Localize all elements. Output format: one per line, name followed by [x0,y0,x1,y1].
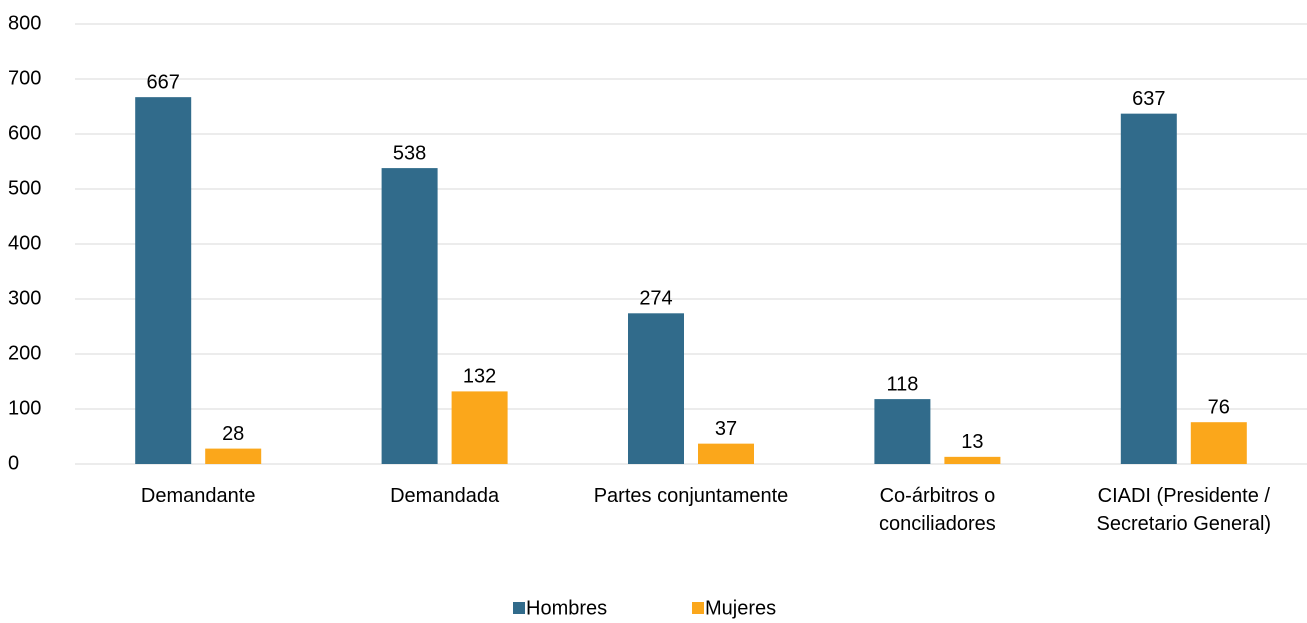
y-tick-label: 500 [8,177,41,199]
x-tick-label: Co-árbitros o conciliadores [879,485,996,535]
data-label: 637 [1132,88,1165,110]
bar [451,391,508,464]
data-label: 118 [886,373,918,395]
y-tick-label: 700 [8,67,41,89]
data-label: 538 [393,142,426,164]
data-label: 28 [222,423,244,445]
x-tick-label: Demandada [390,485,500,507]
x-tick-label: Demandante [141,485,256,507]
legend-swatch [513,602,525,614]
data-label: 37 [715,418,737,440]
data-label: 274 [639,288,672,310]
data-label: 667 [147,71,180,93]
legend-label: Hombres [526,597,607,619]
data-label: 13 [961,431,983,453]
bar [698,443,754,464]
y-tick-label: 300 [8,287,41,309]
y-tick-label: 400 [8,232,41,254]
data-label: 76 [1208,396,1230,418]
bar [874,399,931,464]
x-tick-label: CIADI (Presidente / Secretario General) [1097,485,1272,535]
legend-swatch [692,602,704,614]
x-tick-label: Partes conjuntamente [594,485,789,507]
bar [381,168,438,464]
bar [1190,422,1247,464]
bar [1120,113,1177,465]
legend-label: Mujeres [705,597,776,619]
bar [628,313,684,464]
y-tick-label: 800 [8,12,41,34]
y-tick-label: 200 [8,342,41,364]
y-tick-label: 0 [8,452,19,474]
bar [944,456,1001,464]
y-tick-label: 100 [8,397,41,419]
y-tick-label: 600 [8,122,41,144]
bar [135,97,192,465]
bar [205,448,262,464]
data-label: 132 [463,366,496,388]
